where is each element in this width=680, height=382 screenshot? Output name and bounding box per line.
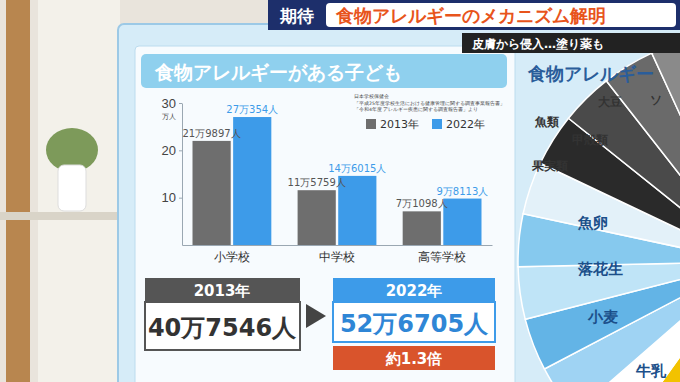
legend-label: 2022年: [446, 118, 485, 131]
pie-label: 果実類: [531, 159, 568, 173]
pie-label: 小麦: [587, 308, 618, 326]
x-tick: 中学校: [319, 245, 355, 264]
data-label: 14万6015人: [328, 163, 386, 174]
data-label: 9万8113人: [436, 186, 488, 197]
y-tick-mark: [179, 198, 182, 199]
summary-ratio: 約1.3倍: [385, 350, 443, 368]
bar: [403, 211, 441, 245]
subheadline: 皮膚から侵入…塗り薬も: [471, 37, 604, 51]
data-label: 11万5759人: [288, 177, 346, 188]
studio-window: [38, 0, 120, 382]
x-axis: 小学校 中学校 高等学校: [183, 245, 493, 264]
y-tick: 20: [162, 143, 182, 158]
source-text: 「令和4年度 アレルギー疾患に関する調査報告書」より: [354, 106, 478, 112]
pie-label: 大豆: [598, 95, 622, 109]
x-tick-label: 高等学校: [418, 250, 466, 264]
summary-to-head: [333, 278, 495, 302]
summary-from-text: 40万7546人: [148, 314, 297, 342]
pie-label: 落花生: [577, 260, 623, 278]
bar: [443, 199, 481, 245]
side-title: 食物アレルギー: [527, 63, 654, 84]
source-text: 「平成25年度学校生活における健康管理に関する調査事業報告書」: [354, 100, 505, 106]
source: 日本学校保健会「平成25年度学校生活における健康管理に関する調査事業報告書」「令…: [354, 93, 505, 112]
x-tick-label: 小学校: [214, 250, 250, 264]
header-tag: 期待: [279, 6, 314, 26]
y-tick-mark: [179, 150, 182, 151]
pie-label: 牛乳: [635, 362, 667, 380]
legend-swatch: [366, 119, 376, 129]
summary-to-text: 52万6705人: [340, 310, 489, 338]
y-tick: 10: [162, 190, 182, 205]
pie-label: 魚卵: [577, 214, 608, 232]
header-bar: [268, 0, 680, 30]
subheadline-box: [462, 33, 680, 53]
summary-ratio-box: [333, 346, 495, 370]
chart-panel: [135, 46, 515, 382]
headline: 食物アレルギーのメカニズム解明: [335, 5, 606, 26]
bar: [298, 190, 336, 245]
studio-pillar: [6, 0, 30, 382]
y-tick-label: 30: [162, 96, 176, 111]
data-label: 7万1098人: [396, 198, 448, 209]
summary-from-body: [145, 302, 300, 350]
x-tick: 小学校: [214, 245, 250, 264]
x-tick-label: 中学校: [319, 250, 355, 264]
y-tick: 30: [162, 96, 182, 111]
chart-title: 食物アレルギーがある子ども: [154, 61, 402, 83]
page: 大豆 ソ魚類甲殻類果実類魚卵落花生小麦牛乳 食物アレルギー 食物アレルギーがある子ども…: [0, 0, 680, 382]
x-axis-line: [183, 245, 493, 246]
source-text: 日本学校保健会: [354, 93, 389, 99]
side-pie-decor: 大豆 ソ魚類甲殻類果実類魚卵落花生小麦牛乳: [518, 37, 680, 382]
bar: [193, 141, 231, 245]
y-tick-mark: [179, 103, 182, 104]
studio-vase: [58, 165, 86, 211]
summary-to-label: 2022年: [386, 282, 443, 300]
data-labels: 21万9897人 11万5759人 7万1098人 27万354人 14万6015人 9万…: [183, 104, 489, 209]
summary-arrow: [306, 304, 326, 328]
y-axis-line: [182, 104, 183, 246]
x-tick: 高等学校: [418, 245, 466, 264]
title-bar: [141, 54, 507, 88]
pie-label: ソ: [650, 93, 662, 107]
y-axis-title: 万人: [162, 113, 176, 121]
summary-from-label: 2013年: [194, 282, 251, 300]
pie-wedge-decor: [652, 37, 680, 262]
pie-label: 魚類: [534, 115, 559, 129]
y-tick-label: 20: [162, 143, 176, 158]
headline-box: [326, 3, 676, 27]
summary-to-body: [333, 302, 495, 342]
legend-label: 2013年: [380, 118, 419, 131]
data-label: 21万9897人: [183, 128, 241, 139]
y-tick-label: 10: [162, 190, 176, 205]
summary-from-head: [145, 278, 300, 302]
studio-shelf: [0, 212, 118, 220]
y-axis: 10 20 30: [162, 96, 183, 246]
pie-label: 甲殻類: [572, 133, 608, 147]
data-label: 27万354人: [226, 104, 278, 115]
legend-swatch: [432, 119, 442, 129]
legend: 2013年 2022年: [366, 118, 485, 131]
